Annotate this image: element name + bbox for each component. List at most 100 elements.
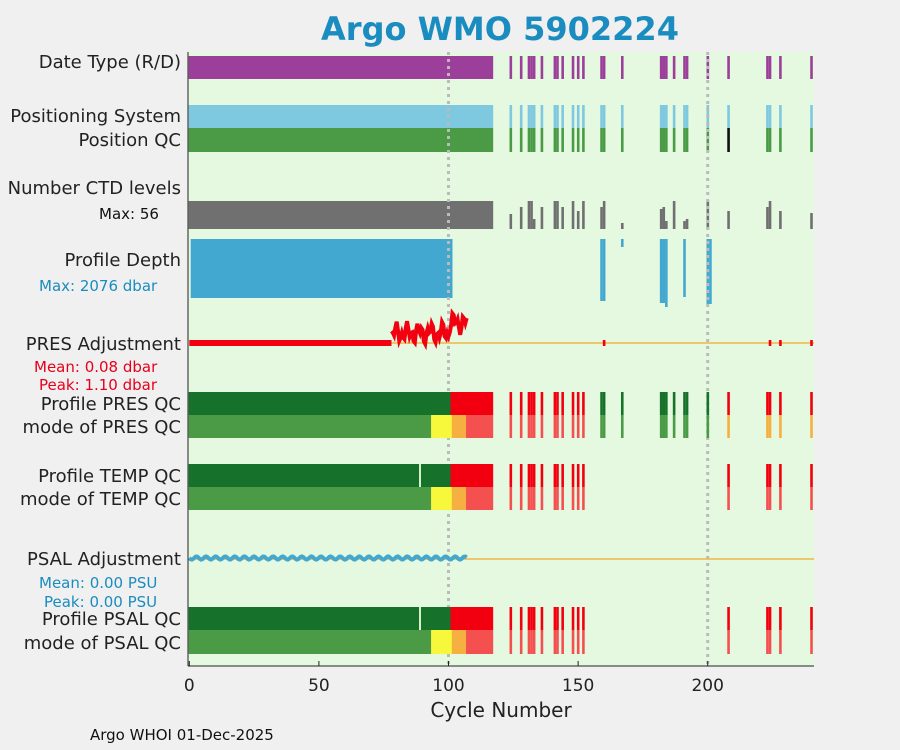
positioning-mark [662, 105, 666, 128]
depth-max-value: Max: 2076 dbar [39, 277, 158, 295]
temp-mode-qc-mark [576, 487, 580, 510]
x-tick-label: 50 [308, 676, 330, 696]
psal-mode-qc-mark [766, 630, 769, 654]
psal-profile-qc-mark [727, 607, 730, 630]
x-tick-label: 0 [183, 676, 195, 696]
label-date-type: Date Type (R/D) [38, 52, 181, 73]
temp-mode-qc-mark [540, 487, 544, 510]
pres-mode-qc-mark [766, 415, 769, 438]
psal-mean-value: Mean: 0.00 PSU [39, 574, 158, 592]
ctd-level-mark [561, 207, 564, 229]
pres-mode-qc-mark [662, 415, 666, 438]
psal-profile-qc-mark [532, 607, 536, 630]
temp-mode-qc-mark [571, 487, 575, 510]
ctd-level-mark [509, 214, 513, 229]
position-qc-mark [509, 128, 513, 152]
psal-mode-qc-mark [576, 630, 580, 654]
temp-profile-qc-mark [810, 464, 813, 487]
temp-profile-qc-good [188, 464, 452, 487]
pres-profile-qc-mark [685, 392, 689, 415]
pres-adjustment-mark [602, 340, 606, 346]
psal-mode-qc-mark [540, 630, 544, 654]
pres-mode-qc-mark [571, 415, 575, 438]
pres-mode-qc-mark [556, 415, 559, 438]
pres-profile-qc-mark [582, 392, 585, 415]
temp-mode-qc-bad [466, 487, 494, 510]
date-type-mark [600, 56, 603, 79]
temp-mode-qc-good [188, 487, 433, 510]
ctd-level-mark [530, 201, 533, 229]
positioning-mark [779, 105, 782, 128]
positioning-mark [665, 105, 668, 128]
positioning-mark [602, 105, 606, 128]
psal-mode-qc-mark [561, 630, 564, 654]
pres-profile-qc-mark [672, 392, 676, 415]
label-profile-psal-qc: Profile PSAL QC [41, 609, 181, 630]
ctd-level-mark [540, 207, 544, 229]
psal-mode-qc-mark [727, 630, 730, 654]
temp-profile-qc-gap [418, 464, 421, 487]
positioning-mark [553, 105, 557, 128]
psal-profile-qc-mark [540, 607, 544, 630]
ctd-level-mark [620, 223, 624, 229]
psal-mode-qc-mark [532, 630, 536, 654]
ctd-level-mark [659, 209, 663, 229]
pres-profile-qc-mark [571, 392, 575, 415]
ctd-level-mark [600, 207, 603, 229]
pres-profile-qc-bad [450, 392, 494, 415]
ctd-level-mark [683, 221, 686, 229]
pres-profile-qc-mark [509, 392, 513, 415]
psal-mode-qc-mark [530, 630, 533, 654]
date-type-mark [540, 56, 544, 79]
psal-profile-qc-gap [418, 607, 421, 630]
pres-profile-qc-mark [540, 392, 544, 415]
temp-profile-qc-mark [556, 464, 559, 487]
pres-adjustment-mark [779, 340, 782, 346]
date-type-mark [519, 56, 523, 79]
temp-mode-qc-mark [766, 487, 769, 510]
psal-mode-qc-bad [466, 630, 494, 654]
x-tick-label: 100 [432, 676, 465, 696]
date-type-mark [810, 56, 813, 79]
positioning-mark [659, 105, 663, 128]
temp-profile-qc-mark [561, 464, 564, 487]
pres-profile-qc-mark [561, 392, 564, 415]
pres-peak-value: Peak: 1.10 dbar [39, 376, 158, 394]
pres-mean-value: Mean: 0.08 dbar [34, 358, 158, 376]
psal-mode-qc-mark [810, 630, 813, 654]
ctd-levels-bar [188, 201, 494, 229]
pres-mode-qc-good [188, 415, 433, 438]
position-qc-mark [779, 128, 782, 152]
temp-profile-qc-mark [540, 464, 544, 487]
temp-profile-qc-mark [530, 464, 533, 487]
profile-depth-mark [665, 239, 668, 307]
psal-mode-qc-probably-good [431, 630, 453, 654]
pres-profile-qc-mark [519, 392, 523, 415]
date-type-mark [527, 56, 531, 79]
position-qc-mark [685, 128, 689, 152]
label-profile-temp-qc: Profile TEMP QC [38, 466, 181, 487]
pres-profile-qc-mark [576, 392, 580, 415]
date-type-bar [188, 56, 494, 79]
pres-mode-qc-mark [620, 415, 624, 438]
date-type-mark [553, 56, 557, 79]
position-qc-mark [665, 128, 668, 152]
pres-mode-qc-mark [768, 415, 772, 438]
psal-mode-qc-mark [582, 630, 585, 654]
position-qc-mark [620, 128, 624, 152]
ctd-level-mark [727, 211, 730, 229]
psal-profile-qc-mark [779, 607, 782, 630]
ctd-level-mark [665, 221, 668, 229]
x-tick-label: 200 [691, 676, 724, 696]
position-qc-mark [527, 128, 531, 152]
ctd-max-value: Max: 56 [99, 205, 159, 223]
position-qc-mark [540, 128, 544, 152]
position-qc-mark [766, 128, 769, 152]
pres-mode-qc-mark [527, 415, 531, 438]
date-type-mark [509, 56, 513, 79]
temp-mode-qc-questionable [451, 487, 468, 510]
ctd-level-mark [576, 211, 580, 229]
positioning-mark [766, 105, 769, 128]
temp-mode-qc-mark [509, 487, 513, 510]
ctd-level-mark [553, 201, 557, 229]
